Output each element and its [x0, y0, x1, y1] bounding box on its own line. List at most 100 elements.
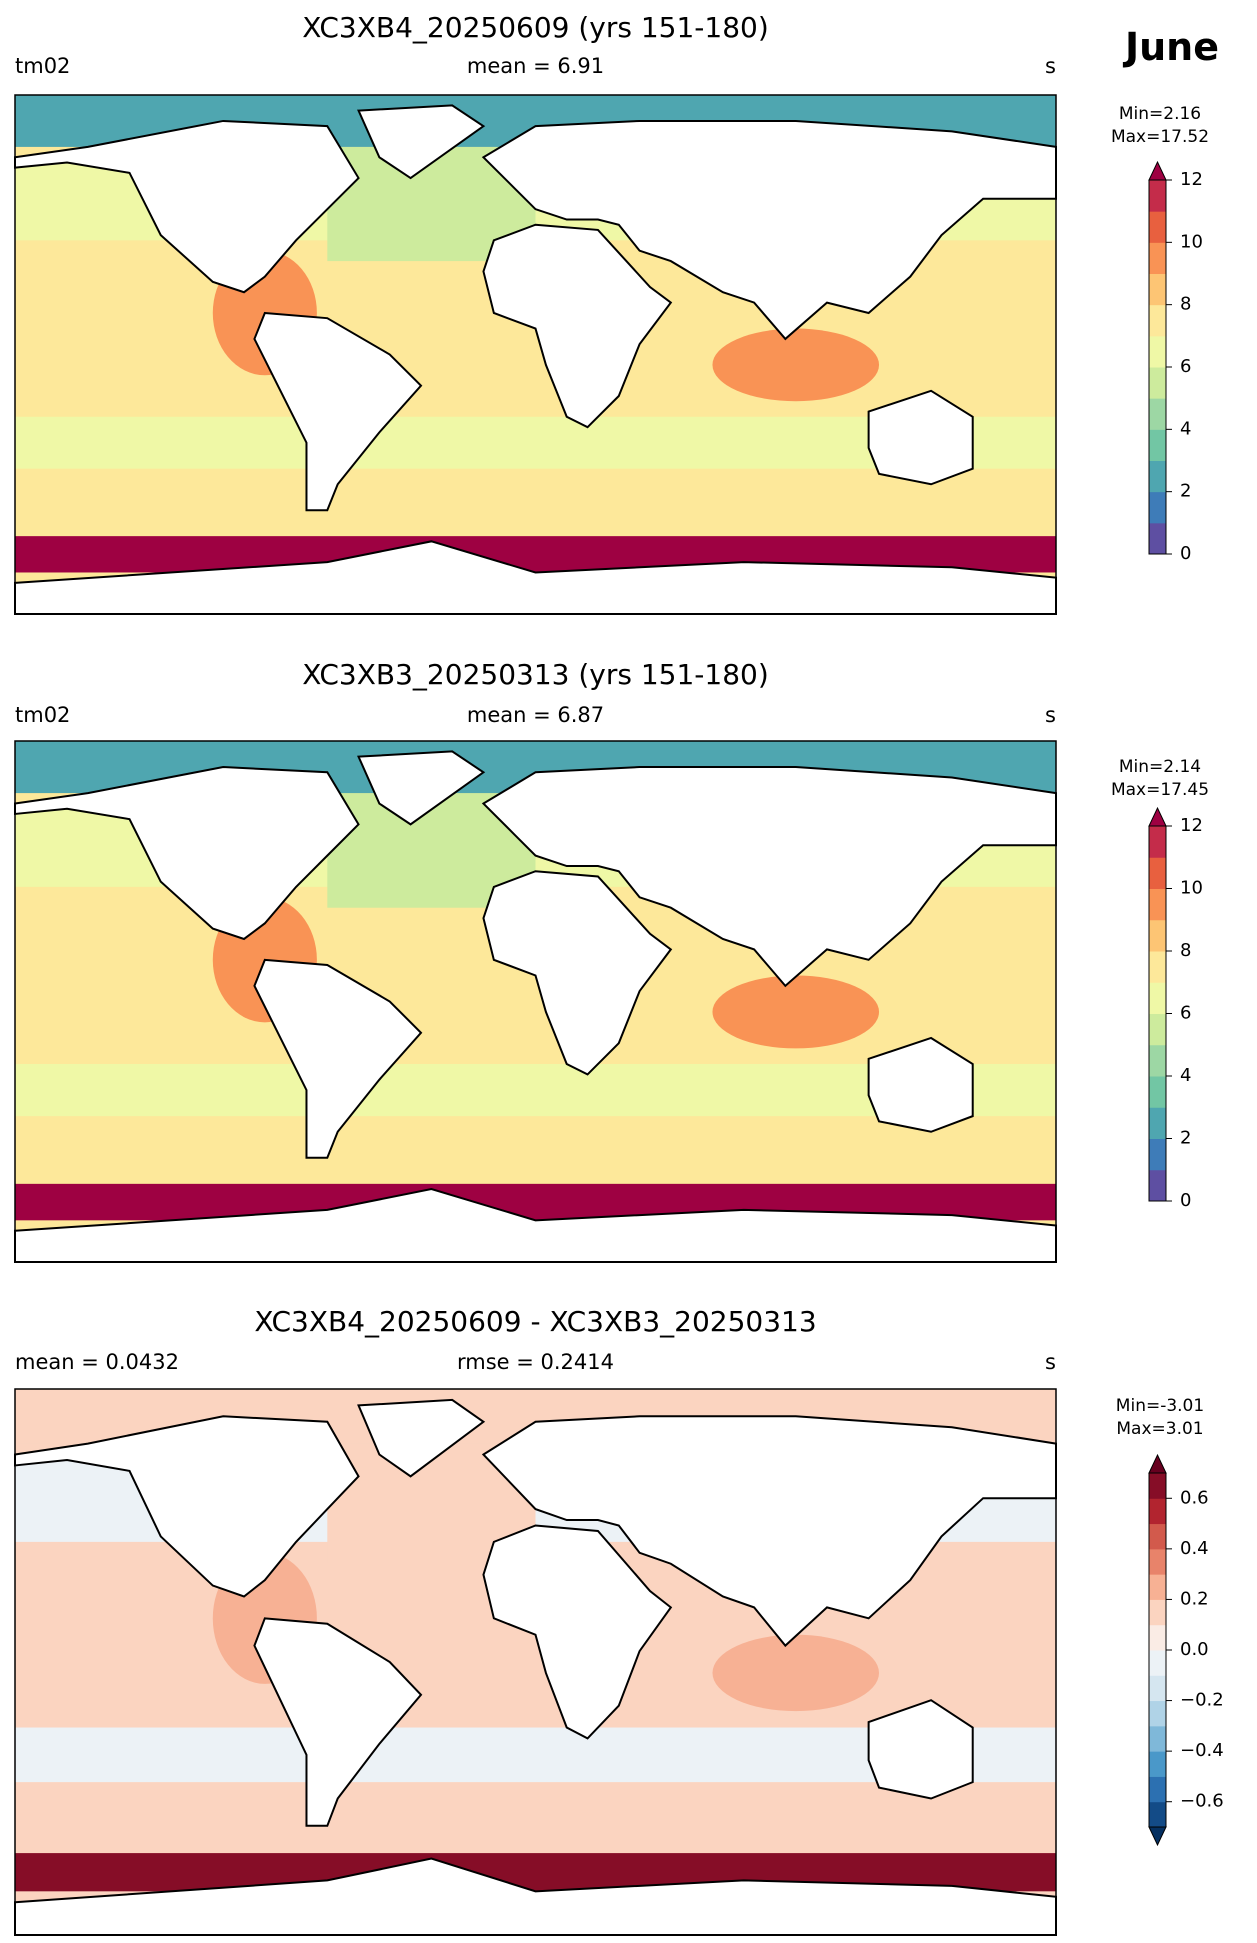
colorbar-tick-label: 12 [1180, 815, 1203, 836]
land [482, 1524, 673, 1740]
colorbar-tick-label: 2 [1180, 481, 1191, 502]
colorbar-segment [1149, 304, 1166, 337]
colorbar-segment [1149, 1548, 1166, 1575]
colorbar-segment [1149, 1138, 1166, 1171]
map [14, 1389, 1057, 1936]
colorbar-segment [1149, 1169, 1166, 1202]
colorbar-segment [1149, 982, 1166, 1014]
colorbar-tick-label: 2 [1180, 1128, 1191, 1149]
panel-title: XC3XB4_20250609 (yrs 151-180) [302, 11, 769, 44]
colorbar-segment [1149, 1076, 1166, 1108]
max-label: Max=17.52 [1111, 127, 1209, 147]
colorbar-segment [1149, 1776, 1166, 1803]
colorbar-tick-label: 0.4 [1180, 1538, 1209, 1559]
colorbar-segment [1149, 1107, 1166, 1139]
month-label: June [1122, 25, 1219, 69]
map-frame [14, 94, 1057, 615]
land [14, 119, 360, 294]
colorbar-extend [1148, 160, 1167, 181]
colorbar-tick-label: 0.2 [1180, 1588, 1209, 1609]
colorbar-segment [1149, 888, 1166, 921]
land [867, 1036, 974, 1133]
land [253, 311, 423, 512]
land [481, 1415, 1057, 1648]
colorbar-segment [1149, 491, 1166, 524]
land [357, 750, 486, 826]
land [253, 958, 423, 1159]
left-label: tm02 [15, 703, 70, 727]
colorbar-extend [1148, 1826, 1167, 1847]
land [481, 766, 1057, 988]
panel-title: XC3XB3_20250313 (yrs 151-180) [302, 658, 769, 691]
max-label: Max=3.01 [1116, 1419, 1203, 1439]
colorbar-segment [1149, 1044, 1166, 1077]
colorbar-tick-label: 12 [1180, 169, 1203, 190]
right-label: s [1045, 703, 1056, 727]
colorbar-segment [1149, 335, 1166, 368]
land [867, 389, 974, 486]
colorbar-segment [1149, 919, 1166, 952]
map-frame [14, 1388, 1057, 1936]
ocean-patch [712, 328, 880, 402]
left-label: mean = 0.0432 [15, 1350, 179, 1374]
land [482, 223, 673, 429]
colorbar-segment [1149, 1624, 1166, 1651]
colorbar-segment [1149, 1801, 1166, 1828]
colorbar-tick-label: 4 [1180, 418, 1191, 439]
panel-title: XC3XB4_20250609 - XC3XB3_20250313 [254, 1305, 816, 1338]
colorbar-segment [1149, 1599, 1166, 1626]
colorbar-segment [1149, 273, 1166, 306]
colorbar-tick-label: 8 [1180, 940, 1191, 961]
colorbar-segment [1149, 180, 1166, 212]
colorbar-extend [1148, 1453, 1167, 1474]
colorbar-tick-label: 0.6 [1180, 1487, 1209, 1508]
colorbar-tick-label: −0.2 [1180, 1690, 1224, 1711]
min-label: Min=2.14 [1119, 757, 1201, 777]
colorbar-segment [1149, 1751, 1166, 1777]
colorbar-segment [1149, 429, 1166, 461]
left-label: tm02 [15, 54, 70, 78]
colorbar-segment [1149, 211, 1166, 243]
colorbar-tick-label: 4 [1180, 1065, 1191, 1086]
colorbar-segment [1149, 1700, 1166, 1727]
colorbar-segment [1149, 522, 1166, 555]
colorbar-tick-label: 6 [1180, 1003, 1191, 1024]
colorbar-segment [1149, 398, 1166, 430]
colorbar-segment [1149, 1675, 1166, 1702]
colorbar-tick-label: −0.4 [1180, 1740, 1224, 1761]
land [357, 1398, 486, 1478]
map [14, 741, 1057, 1263]
colorbar-tick-label: 10 [1180, 878, 1203, 899]
colorbar-segment [1149, 826, 1166, 858]
colorbar-extend [1148, 806, 1167, 827]
colorbar-tick-label: −0.6 [1180, 1791, 1224, 1812]
colorbar-tick-label: 0 [1180, 543, 1191, 564]
colorbar-segment [1149, 857, 1166, 889]
ocean-patch [712, 1634, 880, 1712]
colorbar-segment [1149, 1523, 1166, 1550]
colorbar-tick-label: 0.0 [1180, 1639, 1209, 1660]
max-label: Max=17.45 [1111, 780, 1209, 800]
colorbar-segment [1149, 460, 1166, 493]
land [482, 870, 673, 1076]
colorbar-segment [1149, 1473, 1166, 1499]
colorbar-segment [1149, 1574, 1166, 1600]
min-label: Min=-3.01 [1116, 1396, 1204, 1416]
colorbar-segment [1149, 951, 1166, 983]
colorbar-segment [1149, 1013, 1166, 1046]
land [14, 766, 360, 941]
center-label: mean = 6.91 [467, 54, 604, 78]
land [357, 104, 486, 180]
colorbar-segment [1149, 1498, 1166, 1525]
land [481, 119, 1057, 341]
land [14, 1415, 360, 1598]
colorbar-segment [1149, 1650, 1166, 1676]
right-label: s [1045, 1350, 1056, 1374]
colorbar-tick-label: 10 [1180, 231, 1203, 252]
right-label: s [1045, 54, 1056, 78]
colorbar-tick-label: 6 [1180, 356, 1191, 377]
center-label: mean = 6.87 [467, 703, 604, 727]
map [14, 95, 1057, 615]
colorbar-tick-label: 8 [1180, 294, 1191, 315]
